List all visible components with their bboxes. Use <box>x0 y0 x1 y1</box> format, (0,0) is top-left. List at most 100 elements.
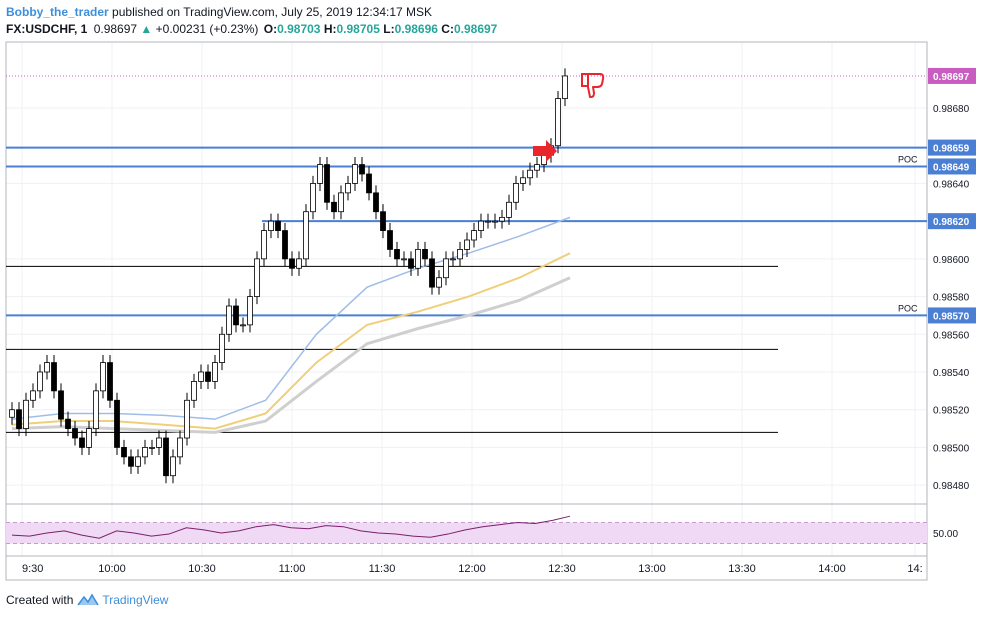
price-tick-label: 0.98580 <box>933 293 970 304</box>
price-tag-label: 0.98659 <box>933 144 970 155</box>
moving-averages <box>11 216 571 434</box>
rsi-axis-label: 50.00 <box>933 529 958 540</box>
time-tick-label: 12:00 <box>458 563 486 575</box>
candle-body <box>450 258 456 261</box>
candle-body <box>65 418 71 429</box>
candle-body <box>268 220 274 231</box>
candle-body <box>51 362 57 392</box>
candle-body <box>86 428 92 448</box>
close-label: C: <box>441 22 454 36</box>
candle-body <box>443 258 449 279</box>
level-lines: POC POC <box>6 75 927 433</box>
candle-body <box>121 447 127 458</box>
price-tick-label: 0.98600 <box>933 255 970 266</box>
candle-body <box>191 381 197 401</box>
price-tags: 0.98697 0.98659 0.98649 0.98620 0.98570 <box>928 67 976 324</box>
time-tick-label: 9:30 <box>22 563 43 575</box>
candle-body <box>128 456 134 467</box>
price-change: +0.00231 (+0.23%) <box>155 22 259 36</box>
time-axis: 9:30 10:00 10:30 11:00 11:30 12:00 12:30 13:00 1… <box>22 563 923 575</box>
candle-body <box>198 371 204 382</box>
candle-body <box>464 239 470 250</box>
author-link[interactable]: Bobby_the_trader <box>6 5 109 19</box>
chart-frame <box>5 41 928 581</box>
candle-body <box>366 173 372 194</box>
candle-body <box>142 447 148 458</box>
candle-body <box>289 258 295 269</box>
candle-body <box>37 371 43 392</box>
tradingview-link[interactable]: TradingView <box>77 593 168 607</box>
candle-body <box>9 409 15 418</box>
candle-body <box>513 183 519 203</box>
last-price: 0.98697 <box>93 22 138 36</box>
price-tag-label: 0.98649 <box>933 162 970 173</box>
price-tick-label: 0.98540 <box>933 368 970 379</box>
candle-body <box>380 211 386 231</box>
up-triangle-icon: ▲ <box>140 22 153 36</box>
price-tick-label: 0.98680 <box>933 104 970 115</box>
poc-label: POC <box>898 303 918 313</box>
price-tick-label: 0.98640 <box>933 179 970 190</box>
price-tick-label: 0.98500 <box>933 443 970 454</box>
candle-body <box>359 164 365 175</box>
created-with-text: Created with <box>6 593 74 607</box>
candle-body <box>114 399 120 448</box>
candle-body <box>135 456 141 467</box>
footer: Created with TradingView <box>6 593 168 607</box>
tradingview-logo-icon <box>77 593 100 606</box>
price-tag-box <box>928 139 976 156</box>
candle-body <box>296 258 302 269</box>
open-label: O: <box>263 22 278 36</box>
ma-mid-line <box>11 252 571 430</box>
chart-grid <box>6 42 927 556</box>
ma-fast-line <box>11 216 571 420</box>
candle-body <box>338 192 344 213</box>
candle-body <box>429 258 435 288</box>
candle-body <box>156 437 162 448</box>
candle-body <box>247 296 253 326</box>
candle-body <box>317 164 323 184</box>
price-tag-box <box>928 213 976 230</box>
price-tick-label: 0.98520 <box>933 406 970 417</box>
low-label: L: <box>383 22 395 36</box>
symbol-info: FX:USDCHF, 1 0.98697 ▲ +0.00231 (+0.23%)… <box>6 22 497 36</box>
time-tick-label: 14: <box>907 563 922 575</box>
price-tick-label: 0.98560 <box>933 330 970 341</box>
high-value: 0.98705 <box>336 22 380 36</box>
candle-body <box>44 362 50 373</box>
candle-body <box>212 362 218 382</box>
candle-body <box>23 399 29 429</box>
candle-body <box>261 230 267 260</box>
candle-body <box>492 220 498 223</box>
publish-text: published on TradingView.com, July 25, 2… <box>112 5 433 19</box>
candle-body <box>415 249 421 269</box>
candle-body <box>16 409 22 429</box>
candle-body <box>240 324 246 327</box>
rsi-line <box>11 515 571 539</box>
candle-body <box>310 183 316 213</box>
candle-body <box>170 456 176 477</box>
candle-body <box>485 220 491 223</box>
rsi-line-path <box>11 515 571 539</box>
price-tag-label: 0.98620 <box>933 217 970 228</box>
candle-body <box>527 169 533 179</box>
candles <box>9 68 568 484</box>
candle-body <box>478 220 484 231</box>
candle-body <box>254 258 260 297</box>
open-value: 0.98703 <box>277 22 321 36</box>
low-value: 0.98696 <box>394 22 438 36</box>
publish-info: Bobby_the_trader published on TradingVie… <box>6 5 432 19</box>
candle-body <box>471 230 477 241</box>
arrow-right-icon <box>533 140 557 162</box>
candle-body <box>149 447 155 449</box>
candle-body <box>177 437 183 458</box>
candle-body <box>58 390 64 420</box>
high-label: H: <box>323 22 337 36</box>
time-tick-label: 14:00 <box>818 563 846 575</box>
candle-body <box>163 437 169 477</box>
tradingview-brand: TradingView <box>102 593 169 607</box>
candle-body <box>408 258 414 269</box>
ma-slow-line <box>11 276 571 434</box>
candle-body <box>282 230 288 260</box>
